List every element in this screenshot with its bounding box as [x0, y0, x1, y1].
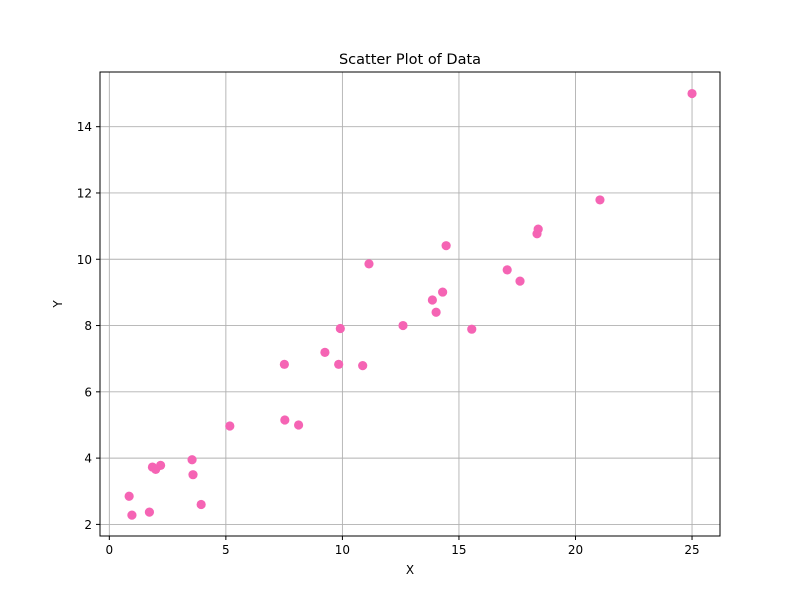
y-tick-label: 10 — [77, 253, 92, 267]
x-tick-label: 5 — [222, 543, 230, 557]
data-point — [398, 320, 408, 331]
x-tick-label: 20 — [568, 543, 583, 557]
data-point — [156, 460, 166, 471]
data-point — [187, 455, 197, 465]
x-tick-label: 0 — [106, 543, 114, 557]
data-point — [438, 287, 448, 297]
data-point — [533, 224, 543, 234]
data-point — [127, 510, 137, 520]
data-point — [467, 324, 477, 334]
data-point — [293, 420, 304, 430]
data-point — [335, 323, 345, 334]
data-point — [364, 259, 374, 269]
data-point — [502, 265, 512, 275]
x-axis-label: X — [406, 563, 414, 577]
data-point — [515, 276, 525, 286]
grid — [100, 72, 720, 536]
data-point — [225, 421, 235, 431]
data-point — [431, 307, 441, 317]
data-point — [320, 347, 330, 357]
data-point — [427, 295, 437, 305]
plot-frame — [99, 71, 721, 537]
data-point — [441, 241, 451, 251]
data-point — [279, 359, 289, 369]
chart-title: Scatter Plot of Data — [339, 52, 481, 68]
axis-ticks: 0 5 10 15 20 25 2 4 6 8 10 12 14 — [77, 120, 700, 557]
y-tick-label: 4 — [84, 452, 92, 466]
data-point — [687, 88, 697, 99]
data-point — [188, 470, 198, 480]
data-point — [358, 361, 368, 371]
y-axis-label: Y — [51, 300, 65, 309]
data-point — [196, 499, 206, 510]
data-point — [124, 491, 134, 501]
y-tick-label: 2 — [84, 518, 92, 532]
x-tick-label: 25 — [684, 543, 699, 557]
x-tick-label: 15 — [451, 543, 466, 557]
data-points — [124, 88, 697, 520]
y-tick-label: 6 — [84, 385, 92, 399]
y-tick-label: 8 — [84, 319, 92, 333]
data-point — [280, 415, 290, 425]
data-point — [334, 359, 344, 369]
data-point — [144, 507, 155, 517]
data-point — [595, 195, 605, 205]
y-tick-label: 12 — [77, 186, 92, 200]
y-tick-label: 14 — [77, 120, 92, 134]
x-tick-label: 10 — [335, 543, 350, 557]
